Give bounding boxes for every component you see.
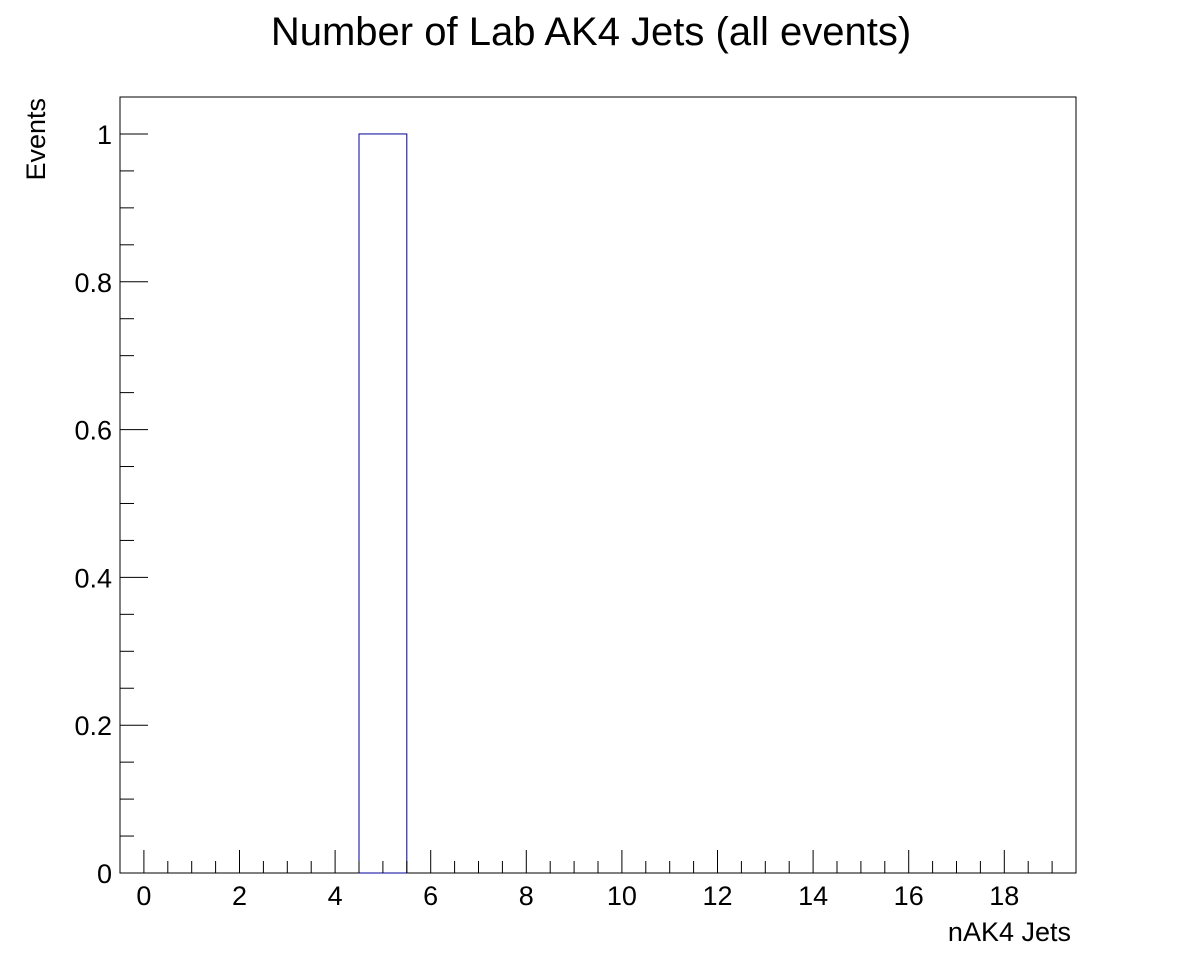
y-tick-label: 0.8 <box>74 268 112 298</box>
x-tick-label: 0 <box>136 881 151 911</box>
x-tick-label: 16 <box>894 881 924 911</box>
y-tick-label: 0.6 <box>74 416 112 446</box>
y-tick-label: 1 <box>97 120 112 150</box>
x-tick-label: 6 <box>423 881 438 911</box>
x-tick-label: 2 <box>232 881 247 911</box>
x-tick-label: 14 <box>798 881 828 911</box>
x-axis-label: nAK4 Jets <box>948 917 1071 947</box>
x-axis: 0 2 4 6 8 10 12 14 16 18 <box>136 850 1053 911</box>
x-tick-label: 12 <box>702 881 732 911</box>
y-tick-label: 0.4 <box>74 563 112 593</box>
x-tick-label: 4 <box>328 881 343 911</box>
histogram-bars <box>358 133 408 874</box>
histogram-bar <box>358 133 408 874</box>
y-tick-label: 0 <box>97 859 112 889</box>
y-tick-label: 0.2 <box>74 711 112 741</box>
x-tick-label: 10 <box>607 881 637 911</box>
chart-title: Number of Lab AK4 Jets (all events) <box>271 10 911 54</box>
y-axis-label: Events <box>21 98 51 181</box>
x-tick-label: 8 <box>519 881 534 911</box>
plot-frame-rect <box>119 96 1077 874</box>
x-tick-label: 18 <box>989 881 1019 911</box>
plot-frame <box>119 96 1077 874</box>
y-axis: 0 0.2 0.4 0.6 0.8 1 <box>74 96 148 889</box>
